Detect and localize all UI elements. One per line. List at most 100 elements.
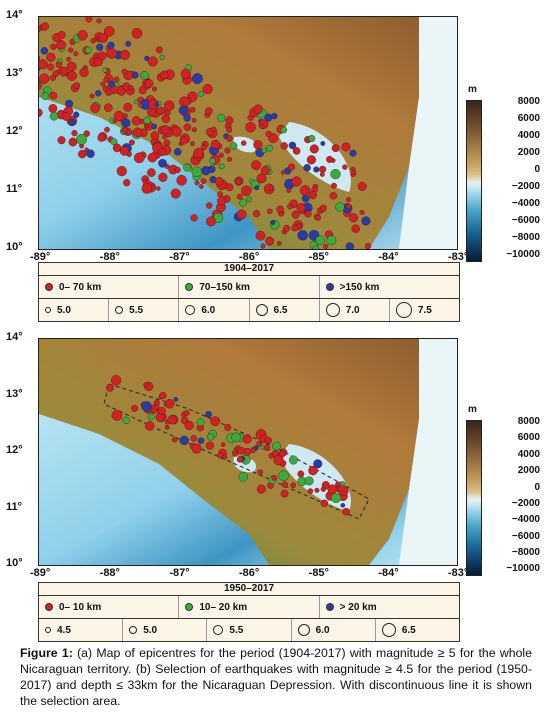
epicentre-marker [48,104,58,113]
epicentre-marker [76,134,87,145]
depth-legend-a: 0– 70 km 70–150 km >150 km [39,276,459,299]
epicentre-marker [40,47,49,55]
depth-class-label: 70–150 km [199,281,250,293]
epicentre-marker [71,130,78,137]
epicentre-marker [147,168,156,177]
epicentre-marker [256,440,262,447]
epicentre-marker [158,158,167,168]
magnitude-circle-icon [45,627,51,633]
depth-class-label: 0– 10 km [59,601,102,613]
lat-label: 11° [6,183,23,195]
epicentre-marker [183,114,191,122]
epicentre-marker [68,118,76,126]
epicentre-marker [357,181,367,191]
epicentre-marker [156,186,161,191]
lat-label: 14° [6,331,23,343]
epicentre-marker [319,172,325,177]
elevation-colorbar-b [466,420,482,576]
epicentre-marker [121,118,131,128]
epicentre-marker [280,489,289,498]
magnitude-circle-icon [185,305,196,315]
epicentre-marker [320,141,326,146]
epicentre-marker [330,169,341,180]
epicentre-marker [110,375,122,386]
epicentre-marker [55,61,63,69]
colorbar-tick: −6000 [511,530,540,542]
epicentre-marker [110,138,118,146]
epicentre-marker [239,198,247,207]
magnitude-label: 5.5 [229,624,244,636]
epicentre-marker [270,220,276,225]
epicentre-marker [100,81,106,87]
epicentre-marker [227,156,233,162]
epicentre-marker [156,107,165,116]
epicentre-marker [170,188,181,199]
epicentre-marker [261,147,268,154]
epicentre-marker [104,103,113,112]
epicentre-marker [49,111,59,121]
epicentre-marker [171,436,178,443]
epicentre-marker [335,202,345,212]
colorbar-tick: 6000 [517,432,540,444]
epicentre-marker [154,404,160,410]
epicentre-marker [308,465,318,476]
epicentre-marker [218,163,225,170]
epicentre-marker [179,96,190,108]
epicentre-map-b [38,338,458,566]
colorbar-tick: −8000 [511,232,540,244]
epicentre-marker [47,63,55,71]
epicentre-marker [342,164,348,170]
colorbar-tick: 4000 [517,448,540,460]
magnitude-circle-icon [297,624,310,636]
magnitude-label: 5.0 [57,304,71,316]
depth-dot-icon [45,283,53,291]
quakes-a [39,17,372,249]
epicentre-marker [191,443,202,454]
epicentre-marker [141,401,152,412]
epicentre-marker [89,93,95,99]
epicentre-marker [297,470,305,478]
depth-dot-icon [185,603,194,611]
lat-label: 14° [6,9,23,21]
epicentre-marker [331,182,337,189]
epicentre-marker [158,148,167,157]
epicentre-marker [246,196,252,203]
epicentre-marker [207,433,215,441]
epicentre-marker [309,144,319,154]
epicentre-marker [85,17,93,23]
epicentre-marker [253,140,263,150]
epicentre-marker [86,149,95,158]
depth-dot-icon [45,603,53,611]
epicentre-marker [217,113,226,123]
lat-label: 12° [6,125,23,137]
epicentre-marker [57,136,66,145]
epicentre-marker [123,102,133,112]
epicentre-marker [280,142,288,150]
epicentre-marker [283,224,291,232]
epicentre-marker [144,421,155,431]
epicentre-marker [236,456,244,463]
epicentre-marker [242,434,252,444]
colorbar-unit-a: m [468,84,477,95]
epicentre-marker [191,127,197,133]
epicentre-marker [163,139,171,147]
elevation-colorbar-a [466,100,482,262]
epicentre-marker [241,185,252,196]
epicentre-marker [315,235,325,246]
epicentre-marker [330,492,342,504]
epicentre-marker [111,410,123,421]
epicentre-marker [68,47,74,53]
epicentre-marker [78,149,87,159]
epicentre-marker [292,147,301,155]
legend-title-b: 1950–2017 [39,583,459,596]
epicentre-marker [253,210,261,218]
epicentre-marker [85,46,92,54]
colorbar-tick: 0 [534,481,540,493]
epicentre-marker [286,187,292,193]
magnitude-entry: 5.5 [207,619,292,641]
epicentre-marker [119,146,130,156]
epicentre-marker [320,499,329,508]
colorbar-unit-b: m [468,404,477,415]
magnitude-label: 6.0 [201,304,216,316]
epicentre-marker [41,92,49,100]
